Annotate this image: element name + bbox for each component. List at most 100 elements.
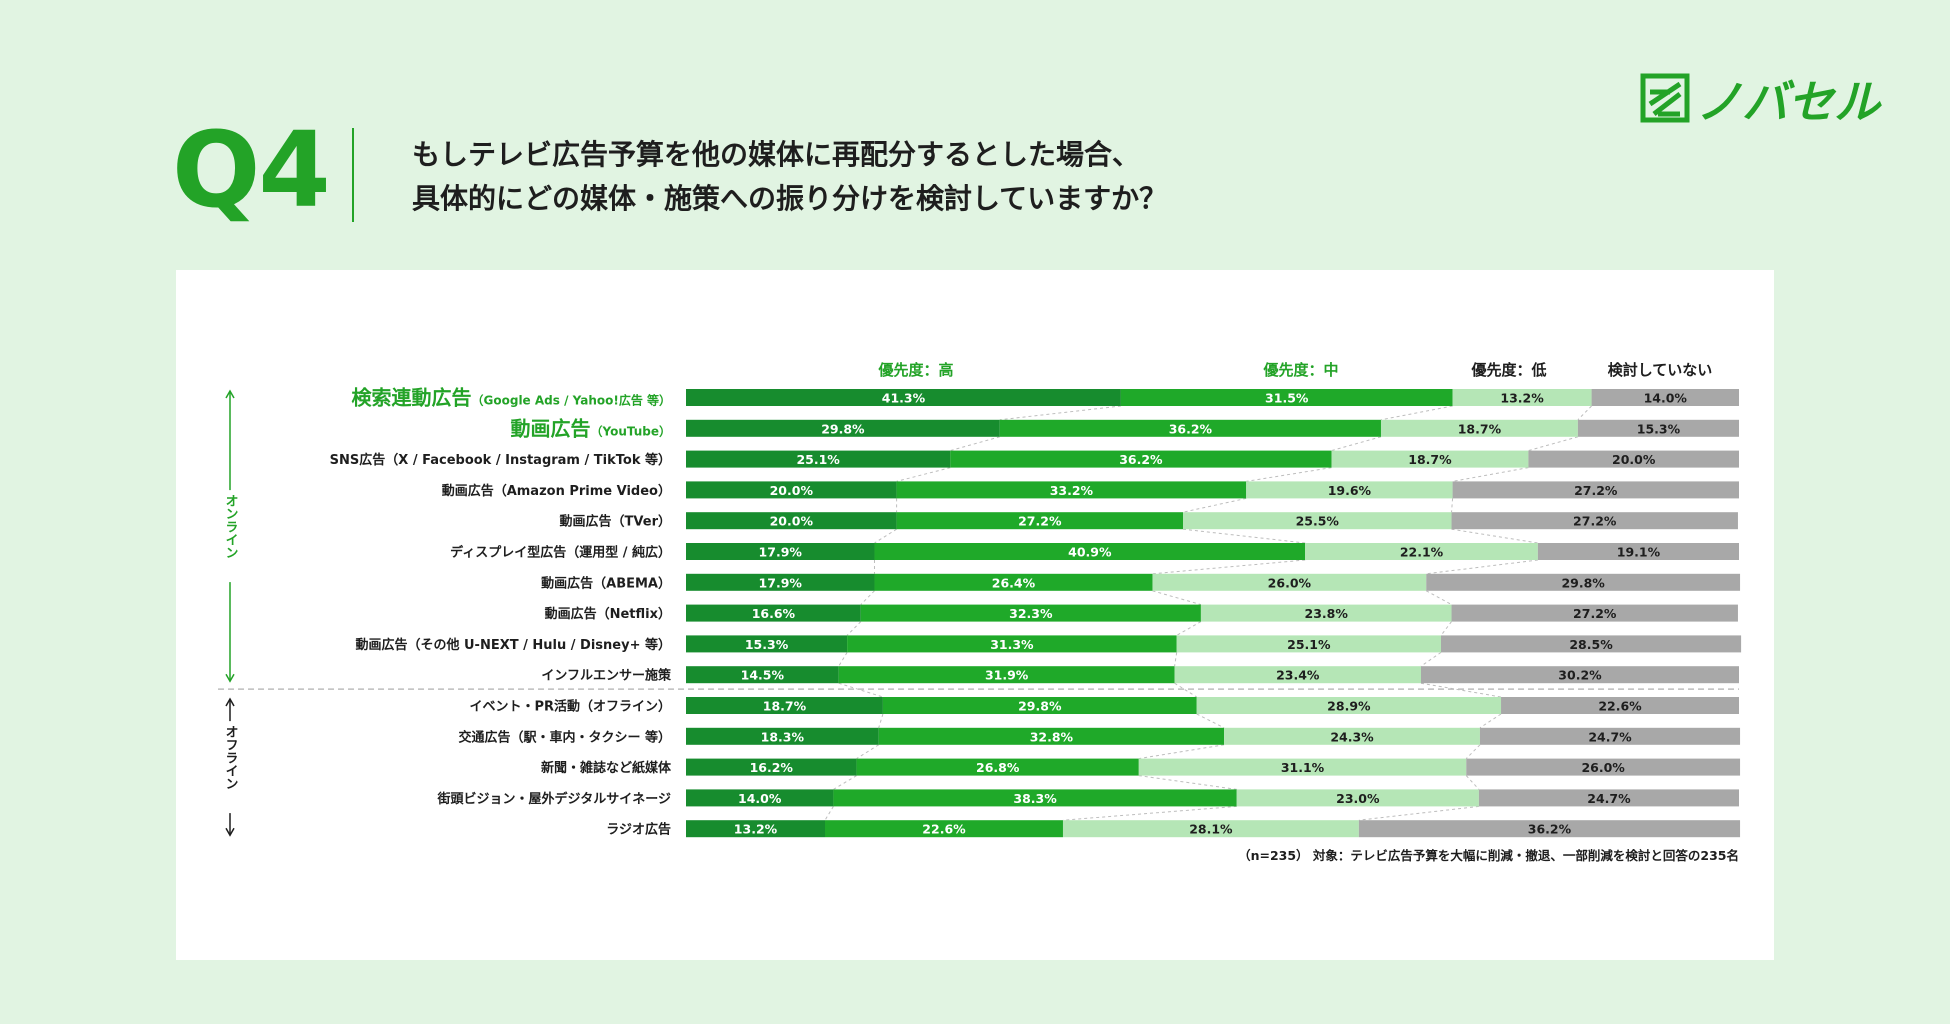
row-label-14: 街頭ビジョン・屋外デジタルサイネージ xyxy=(437,791,671,807)
logo-text: ノバセル xyxy=(1696,75,1882,126)
connector-line xyxy=(1182,528,1306,544)
data-label: 17.9% xyxy=(759,575,803,590)
row-label-15: ラジオ広告 xyxy=(606,822,671,838)
question-line-1: もしテレビ広告予算を他の媒体に再配分するとした場合、 xyxy=(412,138,1141,171)
connector-line xyxy=(1182,497,1247,513)
data-label: 26.0% xyxy=(1581,760,1625,775)
bar-segment xyxy=(999,419,1381,437)
bar-segment xyxy=(686,697,883,714)
connector-line xyxy=(1138,775,1237,790)
data-label: 27.2% xyxy=(1573,606,1617,621)
data-label: 29.8% xyxy=(1018,699,1062,714)
connector-line xyxy=(1420,651,1442,667)
data-label: 31.5% xyxy=(1265,391,1309,406)
row-label-10: インフルエンサー施策 xyxy=(541,668,672,684)
data-label: 20.0% xyxy=(770,483,814,498)
bar-segment xyxy=(1196,697,1502,714)
row-label-sub: （YouTube） xyxy=(590,423,671,438)
arrow-up-icon xyxy=(225,389,235,399)
bar-segment xyxy=(1451,512,1738,530)
data-label: 27.2% xyxy=(1573,514,1617,529)
data-label: 36.2% xyxy=(1528,822,1572,837)
logo-mark-icon xyxy=(1640,73,1690,123)
brand-logo: ノバセル xyxy=(1640,73,1882,126)
bar-segment xyxy=(686,666,839,684)
bar-segment xyxy=(1246,481,1453,499)
data-label: 18.7% xyxy=(1408,452,1452,467)
row-label-main: 検索連動広告 xyxy=(352,386,472,410)
connector-line xyxy=(1426,590,1452,606)
connector-line xyxy=(950,436,1000,452)
bar-segment xyxy=(824,820,1063,838)
bar-segment xyxy=(1183,512,1452,530)
bar-segment xyxy=(1331,450,1529,468)
legend-4: 検討していない xyxy=(1608,361,1713,379)
connector-line xyxy=(1196,713,1225,729)
bar-segment xyxy=(856,758,1139,776)
data-label: 32.3% xyxy=(1009,606,1053,621)
connector-line xyxy=(1152,590,1202,606)
connector-line xyxy=(874,528,897,544)
question-text: もしテレビ広告予算を他の媒体に再配分するとした場合、 具体的にどの媒体・施策への… xyxy=(412,133,1312,221)
bar-segment xyxy=(1236,789,1479,807)
bar-segment xyxy=(1452,389,1592,406)
connector-line xyxy=(860,590,875,605)
data-label: 22.1% xyxy=(1400,545,1444,560)
connector-line xyxy=(1174,652,1178,667)
data-label: 27.2% xyxy=(1574,483,1618,498)
bar-segment xyxy=(896,512,1184,530)
bar-segment xyxy=(1138,758,1467,776)
connector-line xyxy=(856,744,879,760)
bar-segment xyxy=(1537,543,1739,560)
bar-segment xyxy=(1062,820,1359,838)
data-label: 22.6% xyxy=(922,822,966,837)
data-label: 15.3% xyxy=(1637,421,1681,436)
row-label-13: 新聞・雑誌など紙媒体 xyxy=(541,760,672,776)
bar-segment xyxy=(1152,573,1427,591)
data-label: 16.2% xyxy=(750,760,794,775)
data-label: 24.7% xyxy=(1588,729,1632,744)
row-label-8: 動画広告（Netflix） xyxy=(545,606,671,622)
connector-line xyxy=(1451,498,1454,513)
data-label: 14.5% xyxy=(741,668,785,683)
row-label-9: 動画広告（その他 U-NEXT / Hulu / Disney+ 等） xyxy=(355,637,671,653)
data-label: 26.0% xyxy=(1268,575,1312,590)
data-label: 41.3% xyxy=(882,391,926,406)
bar-segment xyxy=(896,481,1247,499)
footnote: （n=235） 対象：テレビ広告予算を大幅に削減・撤退、一部削減を検討と回答の2… xyxy=(1238,848,1739,863)
data-label: 25.5% xyxy=(1296,514,1340,529)
bar-segment xyxy=(874,543,1306,560)
bar-segment xyxy=(874,573,1153,591)
bar-segment xyxy=(1426,573,1741,591)
bar-segment xyxy=(882,697,1197,714)
connector-line xyxy=(999,405,1121,421)
connector-line xyxy=(1451,528,1538,544)
data-label: 13.2% xyxy=(734,822,778,837)
row-label-6: ディスプレイ型広告（運用型 / 純広） xyxy=(450,545,671,561)
bar-segment xyxy=(686,450,951,468)
data-label: 23.4% xyxy=(1276,668,1320,683)
bar-segment xyxy=(686,635,848,653)
connector-line xyxy=(1380,405,1453,421)
connector-line xyxy=(1465,744,1481,759)
bar-segment xyxy=(1200,604,1452,622)
legend-2: 優先度：中 xyxy=(1262,361,1338,379)
bar-segment xyxy=(686,389,1121,406)
connector-line xyxy=(1176,621,1202,636)
bar-segment xyxy=(1224,727,1480,745)
bar-segment xyxy=(686,727,879,745)
connector-line xyxy=(838,652,848,667)
connector-line xyxy=(1440,621,1452,636)
data-label: 20.0% xyxy=(770,514,814,529)
data-label: 19.6% xyxy=(1328,483,1372,498)
data-label: 17.9% xyxy=(759,545,803,560)
data-label: 24.3% xyxy=(1330,729,1374,744)
bar-segment xyxy=(1479,727,1741,745)
bar-segment xyxy=(686,481,897,499)
connector-line xyxy=(846,621,862,636)
bar-segment xyxy=(860,604,1201,622)
bar-segment xyxy=(838,666,1175,684)
data-label: 14.0% xyxy=(738,791,782,806)
connector-line xyxy=(878,713,884,728)
data-label: 36.2% xyxy=(1119,452,1163,467)
